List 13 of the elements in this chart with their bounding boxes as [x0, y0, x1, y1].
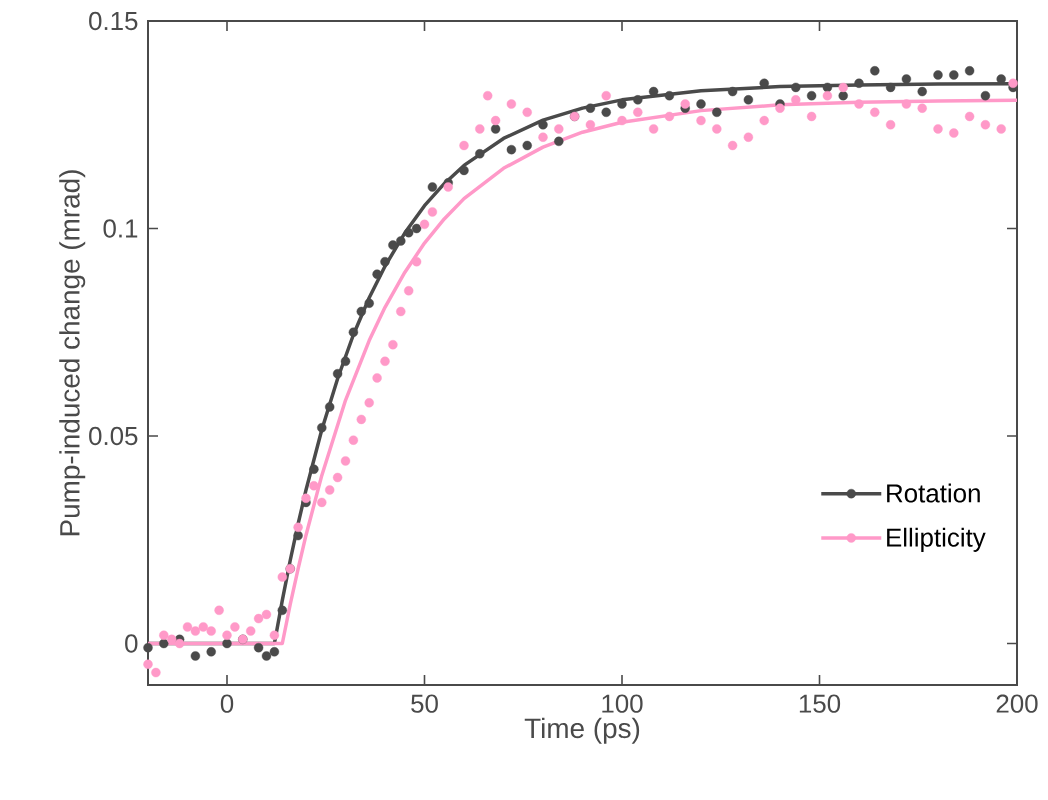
x-tick-label: 50 — [411, 694, 438, 713]
x-tick-label: 200 — [996, 694, 1038, 713]
x-tick-label: 0 — [220, 694, 234, 713]
legend-label: Rotation — [887, 483, 980, 503]
y-tick-label: 0 — [125, 634, 138, 653]
y-tick-label: 0.05 — [89, 426, 138, 446]
y-tick-label: 0.1 — [103, 219, 138, 238]
y-tick-label: 0.15 — [89, 11, 138, 31]
y-axis-title: Pump-induced change (mrad) — [59, 170, 86, 536]
legend-label: Ellipticity — [887, 527, 986, 552]
x-axis-title: Time (ps) — [524, 717, 640, 744]
x-tick-label: 150 — [799, 694, 841, 713]
x-tick-label: 100 — [602, 694, 643, 713]
